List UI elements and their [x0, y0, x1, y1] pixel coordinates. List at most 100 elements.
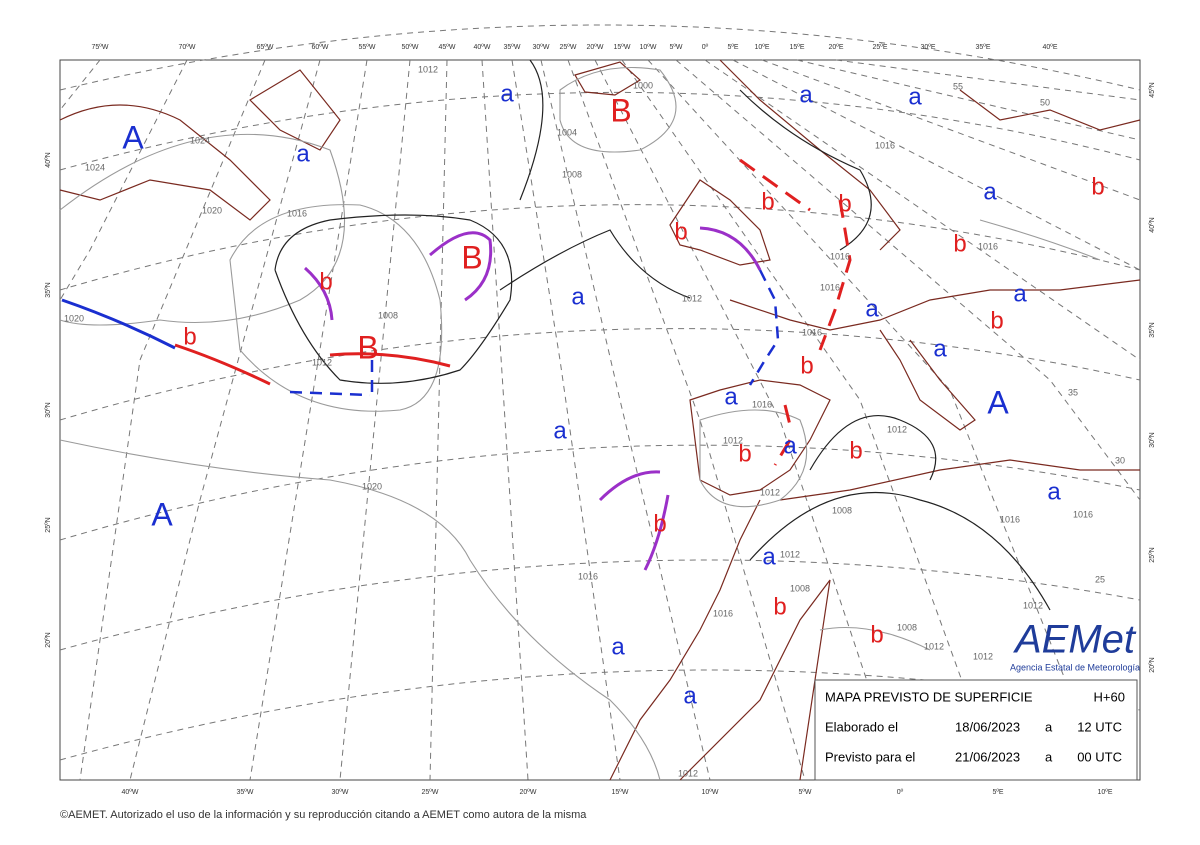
- top-coordinate-label: 30ºE: [920, 44, 935, 51]
- top-coordinate-label: 45ºW: [439, 44, 456, 51]
- high-pressure-label: a: [1013, 280, 1027, 307]
- low-pressure-label: b: [990, 307, 1003, 334]
- info-sep: a: [1045, 719, 1053, 734]
- isobar-label: 1012: [973, 651, 993, 661]
- info-label: Previsto para el: [825, 749, 915, 764]
- top-coordinate-label: 65ºW: [257, 44, 274, 51]
- high-pressure-label: a: [799, 81, 813, 108]
- top-coordinate-label: 5ºE: [727, 44, 738, 51]
- high-pressure-label: a: [724, 383, 738, 410]
- isobar-label: 1020: [362, 481, 382, 491]
- isobar-label: 1016: [578, 571, 598, 581]
- low-pressure-label: b: [674, 218, 687, 245]
- top-coordinate-label: 30ºW: [533, 44, 550, 51]
- isobar-label: 1016: [1000, 514, 1020, 524]
- high-pressure-label: a: [783, 432, 797, 459]
- isobar-label: 1008: [562, 169, 582, 179]
- isobar-label: 1008: [790, 583, 810, 593]
- left-coordinate-label: 30ºN: [45, 402, 52, 417]
- top-coordinate-label: 10ºE: [754, 44, 769, 51]
- isobar-label: 1024: [190, 135, 210, 145]
- bottom-coordinate-label: 20ºW: [520, 789, 537, 796]
- high-pressure-label: a: [296, 140, 310, 167]
- isobar-label: 1016: [287, 208, 307, 218]
- graticule: [59, 24, 1141, 781]
- left-coordinate-label: 20ºN: [45, 632, 52, 647]
- info-title: MAPA PREVISTO DE SUPERFICIE: [825, 689, 1033, 704]
- bottom-coordinate-label: 35ºW: [237, 789, 254, 796]
- top-coordinate-label: 25ºE: [872, 44, 887, 51]
- high-pressure-label: a: [683, 682, 697, 709]
- top-coordinate-label: 15ºW: [614, 44, 631, 51]
- low-pressure-label: b: [849, 437, 862, 464]
- top-coordinate-label: 40ºE: [1042, 44, 1057, 51]
- low-pressure-label: b: [319, 268, 332, 295]
- isobar-label: 50: [1040, 97, 1050, 107]
- bottom-coordinate-label: 0º: [897, 789, 904, 796]
- isobar-label: 1012: [1023, 600, 1043, 610]
- isobar-label: 1004: [557, 127, 577, 137]
- low-pressure-label: b: [953, 230, 966, 257]
- isobar-label: 1016: [752, 399, 772, 409]
- top-coordinate-label: 0º: [702, 44, 709, 51]
- isobar-label: 1012: [780, 549, 800, 559]
- footer: ©AEMET. Autorizado el uso de la informac…: [60, 809, 587, 821]
- isobars: [59, 59, 1101, 781]
- logo-subtitle: Agencia Estatal de Meteorología: [1010, 662, 1140, 672]
- isobar-label: 1008: [378, 310, 398, 320]
- top-coordinate-label: 20ºW: [587, 44, 604, 51]
- right-coordinate-label: 25ºN: [1149, 547, 1156, 562]
- coastlines: [59, 59, 1141, 781]
- isobar-label: 1016: [1073, 509, 1093, 519]
- top-coordinate-label: 15ºE: [789, 44, 804, 51]
- bottom-coordinate-label: 40ºW: [122, 789, 139, 796]
- isobar-label: 1020: [64, 313, 84, 323]
- high-pressure-label: a: [571, 283, 585, 310]
- top-coordinate-label: 75ºW: [92, 44, 109, 51]
- isobar-label: 1016: [802, 327, 822, 337]
- logo-name: AEMet: [1013, 618, 1137, 662]
- bottom-coordinate-label: 5ºE: [992, 789, 1003, 796]
- top-coordinate-label: 60ºW: [312, 44, 329, 51]
- top-coordinate-label: 20ºE: [828, 44, 843, 51]
- isobar-label: 1012: [723, 435, 743, 445]
- right-coordinate-label: 40ºN: [1149, 217, 1156, 232]
- info-label: Elaborado el: [825, 719, 898, 734]
- bottom-coordinate-label: 10ºE: [1097, 789, 1112, 796]
- top-coordinate-label: 10ºW: [640, 44, 657, 51]
- high-pressure-label: A: [151, 496, 173, 532]
- isobar-label: 1016: [820, 282, 840, 292]
- info-date: 18/06/2023: [955, 719, 1020, 734]
- top-coordinate-label: 5ºW: [669, 44, 682, 51]
- isobar-label: 1016: [830, 251, 850, 261]
- bottom-coordinate-label: 10ºW: [702, 789, 719, 796]
- top-coordinate-label: 25ºW: [560, 44, 577, 51]
- info-sep: a: [1045, 749, 1053, 764]
- bottom-coordinate-label: 30ºW: [332, 789, 349, 796]
- info-date: 21/06/2023: [955, 749, 1020, 764]
- low-pressure-label: b: [800, 352, 813, 379]
- isobar-label: 1008: [832, 505, 852, 515]
- low-pressure-label: b: [653, 510, 666, 537]
- isobar-label: 1012: [887, 424, 907, 434]
- right-coordinate-label: 45ºN: [1149, 82, 1156, 97]
- high-pressure-label: a: [1047, 478, 1061, 505]
- isobar-label: 1012: [924, 641, 944, 651]
- bottom-coordinate-label: 15ºW: [612, 789, 629, 796]
- high-pressure-label: A: [122, 119, 144, 155]
- isobar-label: 1020: [202, 205, 222, 215]
- right-coordinate-label: 20ºN: [1149, 657, 1156, 672]
- low-pressure-label: b: [738, 440, 751, 467]
- left-coordinate-label: 35ºN: [45, 282, 52, 297]
- isobar-label: 30: [1115, 455, 1125, 465]
- right-coordinate-label: 35ºN: [1149, 322, 1156, 337]
- low-pressure-label: B: [357, 329, 378, 365]
- isobar-label: 35: [1068, 387, 1078, 397]
- high-pressure-label: a: [983, 178, 997, 205]
- isobar-label: 1016: [713, 608, 733, 618]
- low-pressure-label: b: [1091, 173, 1104, 200]
- fronts: [61, 158, 852, 571]
- isobar-label: 1016: [978, 241, 998, 251]
- high-pressure-label: a: [865, 295, 879, 322]
